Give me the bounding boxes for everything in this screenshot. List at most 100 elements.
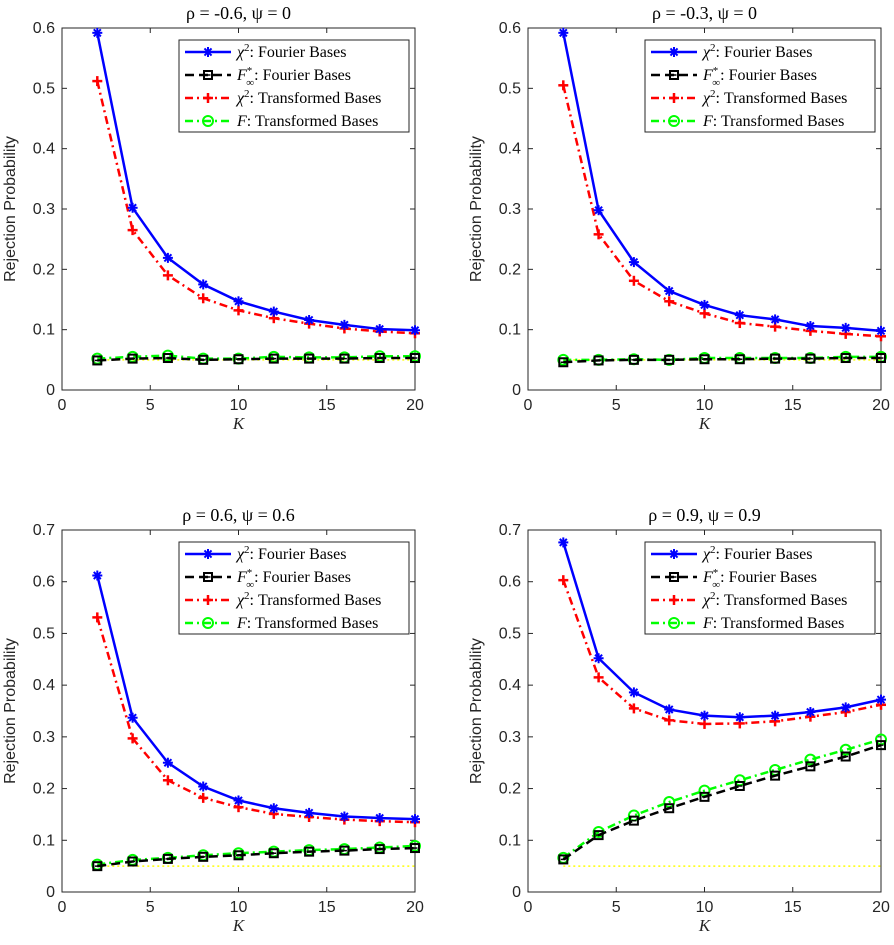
data-point (374, 844, 385, 855)
series-line (97, 846, 416, 868)
data-point (734, 354, 745, 365)
legend-marker (669, 47, 679, 57)
y-tick-label: 0.7 (499, 522, 521, 539)
data-point (198, 293, 209, 304)
x-tick-label: 10 (230, 397, 248, 414)
y-tick-label: 0.1 (33, 322, 55, 339)
data-point (558, 80, 569, 91)
legend-label: F* ∞: Fourier Bases (702, 65, 817, 89)
series-line (562, 743, 882, 861)
series-2 (558, 740, 886, 865)
legend-marker (203, 70, 213, 80)
x-tick-label: 20 (406, 397, 424, 414)
data-point (558, 357, 569, 368)
legend-entry: F: Transformed Bases (651, 615, 844, 632)
data-point (770, 353, 781, 364)
legend-entry: F* ∞: Fourier Bases (185, 567, 351, 591)
legend-entry: χ2: Fourier Bases (651, 42, 812, 61)
x-tick-label: 5 (612, 899, 621, 916)
x-tick-label: 5 (612, 397, 621, 414)
data-point (628, 257, 639, 268)
data-point (92, 612, 103, 623)
data-point (840, 322, 851, 333)
y-axis-label: Rejection Probability (468, 638, 485, 784)
data-point (92, 76, 103, 87)
data-point (628, 703, 639, 714)
data-point (558, 537, 569, 548)
y-tick-label: 0 (512, 884, 521, 901)
y-tick-label: 0.3 (33, 201, 55, 218)
series-line (563, 356, 881, 364)
legend-entry: χ2: Transformed Bases (185, 590, 381, 609)
x-tick-label: 0 (524, 899, 533, 916)
series-line (97, 354, 415, 360)
data-point (770, 710, 781, 721)
series-2 (92, 353, 420, 366)
data-point (664, 296, 675, 307)
data-point (339, 353, 350, 364)
data-point (593, 205, 604, 216)
legend-marker (203, 93, 213, 103)
data-point (410, 843, 420, 854)
y-tick-label: 0.2 (33, 781, 55, 798)
chart-title: ρ = -0.6, ψ = 0 (186, 3, 291, 23)
y-tick-label: 0.4 (33, 141, 55, 158)
chart-title: ρ = -0.3, ψ = 0 (652, 3, 757, 23)
legend-label: F* ∞: Fourier Bases (236, 65, 351, 89)
x-tick-label: 0 (58, 397, 67, 414)
legend-marker (669, 93, 679, 103)
data-point (558, 27, 569, 38)
x-tick-label: 15 (318, 899, 336, 916)
x-tick-label: 0 (524, 397, 533, 414)
y-tick-label: 0.4 (499, 141, 521, 158)
legend-label: F* ∞: Fourier Bases (702, 567, 817, 591)
data-point (127, 225, 138, 236)
data-point (770, 314, 781, 325)
y-tick-label: 0 (46, 884, 55, 901)
data-point (127, 202, 138, 213)
x-axis-label: K (698, 916, 712, 935)
series-1 (558, 27, 886, 336)
data-point (805, 353, 816, 364)
legend-label: χ2: Transformed Bases (701, 88, 847, 107)
legend-marker (202, 115, 214, 127)
data-point (734, 310, 745, 321)
y-tick-label: 0.2 (499, 261, 521, 278)
x-tick-label: 20 (872, 899, 890, 916)
x-tick-label: 10 (230, 899, 248, 916)
data-point (840, 751, 851, 762)
data-point (198, 781, 209, 792)
y-tick-label: 0.6 (499, 20, 521, 37)
data-point (734, 712, 745, 723)
data-point (593, 830, 604, 841)
legend-entry: χ2: Fourier Bases (651, 544, 812, 563)
y-tick-label: 0 (512, 382, 521, 399)
legend-entry: F* ∞: Fourier Bases (651, 65, 817, 89)
y-tick-label: 0.5 (499, 80, 521, 97)
legend-entry: F* ∞: Fourier Bases (651, 567, 817, 591)
data-point (593, 672, 604, 683)
data-point (410, 325, 420, 336)
series-line (96, 32, 416, 332)
data-point (162, 252, 173, 263)
data-point (268, 803, 279, 814)
y-tick-label: 0.6 (499, 574, 521, 591)
series-line (562, 32, 882, 333)
data-point (162, 775, 173, 786)
data-point (839, 743, 852, 756)
series-line (562, 85, 882, 338)
legend-label: χ2: Fourier Bases (701, 544, 812, 563)
x-tick-label: 20 (406, 899, 424, 916)
data-point (593, 355, 604, 366)
data-point (410, 353, 420, 364)
x-axis-label: K (698, 414, 712, 433)
data-point (127, 353, 138, 364)
data-point (304, 315, 315, 326)
y-tick-label: 0.3 (33, 729, 55, 746)
data-point (664, 704, 675, 715)
x-tick-label: 0 (58, 899, 67, 916)
legend-marker (203, 595, 213, 605)
